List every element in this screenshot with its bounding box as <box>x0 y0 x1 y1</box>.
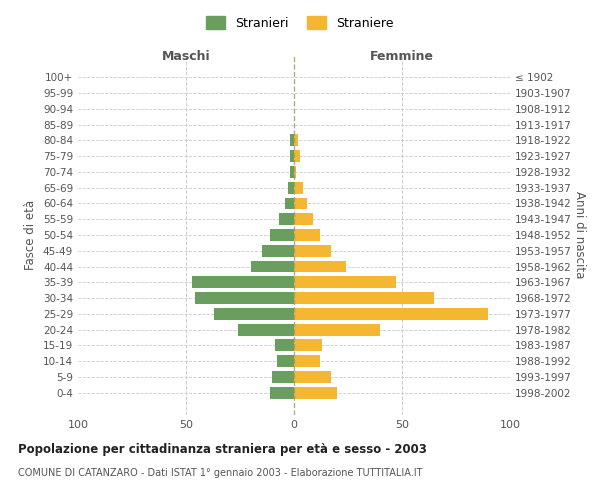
Bar <box>272 371 294 383</box>
Bar <box>294 245 331 256</box>
Y-axis label: Fasce di età: Fasce di età <box>25 200 37 270</box>
Bar <box>294 166 296 178</box>
Bar <box>279 214 294 225</box>
Bar <box>294 356 320 367</box>
Bar <box>294 260 346 272</box>
Bar <box>275 340 294 351</box>
Bar <box>294 324 380 336</box>
Bar <box>294 308 488 320</box>
Bar <box>290 166 294 178</box>
Bar <box>294 229 320 241</box>
Bar <box>286 198 294 209</box>
Bar <box>214 308 294 320</box>
Bar <box>270 229 294 241</box>
Bar <box>294 387 337 398</box>
Bar <box>287 182 294 194</box>
Bar <box>270 387 294 398</box>
Bar <box>277 356 294 367</box>
Text: Popolazione per cittadinanza straniera per età e sesso - 2003: Popolazione per cittadinanza straniera p… <box>18 442 427 456</box>
Y-axis label: Anni di nascita: Anni di nascita <box>572 192 586 278</box>
Bar <box>251 260 294 272</box>
Bar <box>294 340 322 351</box>
Bar <box>294 134 298 146</box>
Bar <box>290 150 294 162</box>
Bar <box>262 245 294 256</box>
Text: Maschi: Maschi <box>161 50 211 63</box>
Legend: Stranieri, Straniere: Stranieri, Straniere <box>202 11 398 35</box>
Bar <box>294 198 307 209</box>
Bar <box>238 324 294 336</box>
Bar <box>194 292 294 304</box>
Bar <box>294 182 302 194</box>
Bar <box>294 214 313 225</box>
Bar <box>294 276 395 288</box>
Bar <box>294 292 434 304</box>
Bar <box>294 371 331 383</box>
Bar <box>294 150 301 162</box>
Bar <box>290 134 294 146</box>
Text: COMUNE DI CATANZARO - Dati ISTAT 1° gennaio 2003 - Elaborazione TUTTITALIA.IT: COMUNE DI CATANZARO - Dati ISTAT 1° genn… <box>18 468 422 477</box>
Bar <box>193 276 294 288</box>
Text: Femmine: Femmine <box>370 50 434 63</box>
